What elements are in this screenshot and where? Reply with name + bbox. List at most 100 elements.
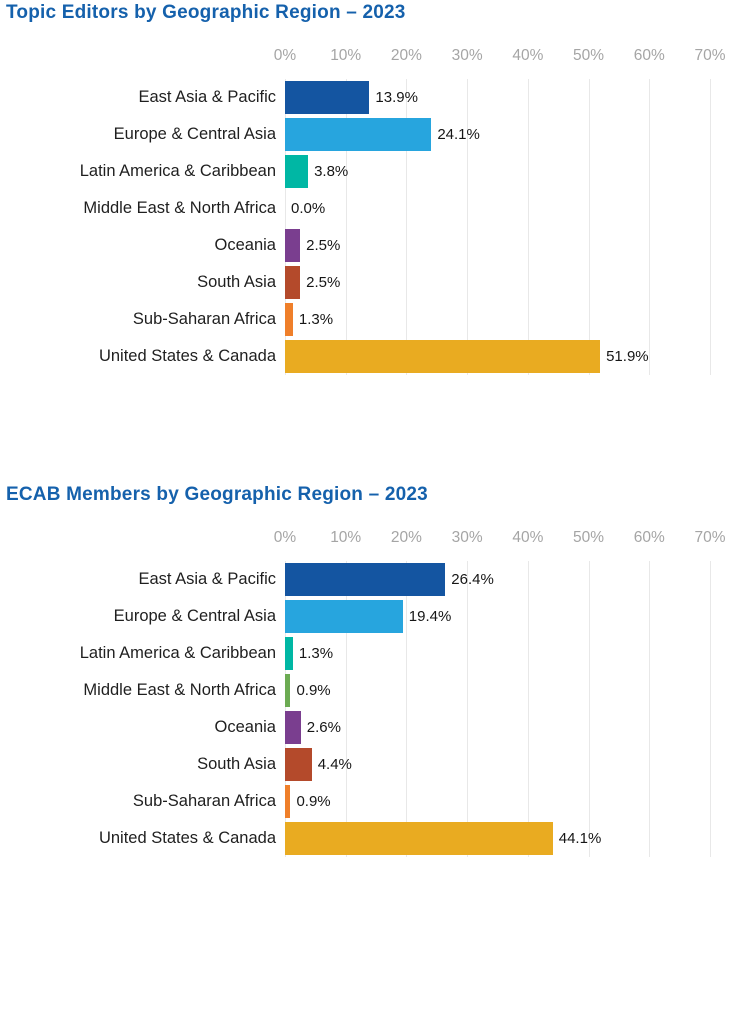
- gridline: [345, 561, 347, 857]
- row-plot: 24.1%: [285, 116, 710, 153]
- category-label: Middle East & North Africa: [83, 681, 276, 699]
- axis-spacer: [6, 529, 285, 548]
- bar-rows: East Asia & Pacific 26.4% Europe & Central…: [6, 561, 710, 857]
- row-plot: 0.9%: [285, 783, 710, 820]
- row-plot: 1.3%: [285, 301, 710, 338]
- row-plot: 44.1%: [285, 820, 710, 857]
- bar: [285, 303, 293, 336]
- chart-body: 0% 10% 20% 30% 40% 50% 60% 70% East Asia & Paci…: [6, 47, 726, 375]
- chart-row: Sub-Saharan Africa 1.3%: [6, 301, 710, 338]
- bar: [285, 748, 312, 781]
- bar-value-label: 3.8%: [314, 163, 349, 180]
- chart-row: Europe & Central Asia 24.1%: [6, 116, 710, 153]
- page: Topic Editors by Geographic Region – 202…: [6, 2, 739, 857]
- category-label: South Asia: [197, 273, 276, 291]
- bar: [285, 118, 432, 151]
- bar: [285, 785, 291, 818]
- plot-area: East Asia & Pacific 13.9% Europe & Central…: [6, 79, 711, 375]
- bar-value-label: 13.9%: [375, 89, 418, 106]
- chart-row: United States & Canada 51.9%: [6, 338, 710, 375]
- row-plot: 0.9%: [285, 672, 710, 709]
- chart-row: Oceania 2.5%: [6, 227, 710, 264]
- category-label: Sub-Saharan Africa: [132, 792, 276, 810]
- gridline-overlay: [285, 79, 711, 375]
- bar-value-label: 2.6%: [306, 719, 341, 736]
- row-plot: 2.6%: [285, 709, 710, 746]
- bar-value-label: 1.3%: [298, 311, 334, 328]
- bar-value-label: 51.9%: [606, 348, 649, 365]
- x-tick-label: 0%: [273, 529, 297, 546]
- bar: [285, 600, 403, 633]
- chart-topic-editors: Topic Editors by Geographic Region – 202…: [6, 2, 739, 375]
- category-label: Europe & Central Asia: [113, 607, 276, 625]
- gridline: [527, 79, 529, 375]
- bar-value-label: 19.4%: [408, 608, 452, 625]
- gridline: [406, 79, 408, 375]
- gridline: [406, 561, 408, 857]
- x-tick-label: 60%: [633, 529, 665, 546]
- chart-row: East Asia & Pacific 13.9%: [6, 79, 710, 116]
- gridline: [588, 561, 590, 857]
- x-axis-tick-area: 0% 10% 20% 30% 40% 50% 60% 70%: [274, 529, 726, 548]
- row-plot: 51.9%: [285, 338, 710, 375]
- category-label: Middle East & North Africa: [83, 199, 276, 217]
- chart-row: Europe & Central Asia 19.4%: [6, 598, 710, 635]
- x-tick-label: 50%: [573, 529, 605, 546]
- x-tick-label: 30%: [451, 529, 483, 546]
- bar: [285, 563, 446, 596]
- x-tick-label: 10%: [330, 47, 362, 64]
- gridline: [710, 561, 711, 857]
- category-label: East Asia & Pacific: [138, 88, 276, 106]
- x-tick-label: 40%: [512, 529, 544, 546]
- category-label: Sub-Saharan Africa: [132, 310, 276, 328]
- chart-body: 0% 10% 20% 30% 40% 50% 60% 70% East Asia & Paci…: [6, 529, 726, 857]
- gridline: [345, 79, 347, 375]
- chart-row: Sub-Saharan Africa 0.9%: [6, 783, 710, 820]
- chart-title: Topic Editors by Geographic Region – 202…: [6, 2, 406, 23]
- x-axis: 0% 10% 20% 30% 40% 50% 60% 70%: [6, 529, 726, 548]
- chart-ecab-members: ECAB Members by Geographic Region – 2023…: [6, 484, 739, 857]
- chart-row: Oceania 2.6%: [6, 709, 710, 746]
- bar-value-label: 2.5%: [306, 237, 341, 254]
- gridline: [649, 561, 651, 857]
- chart-row: South Asia 2.5%: [6, 264, 710, 301]
- bar: [285, 822, 553, 855]
- gridline: [588, 79, 590, 375]
- gridline: [527, 561, 529, 857]
- x-tick-label: 20%: [390, 47, 422, 64]
- bar: [285, 674, 291, 707]
- x-tick-label: 10%: [330, 529, 362, 546]
- x-tick-label: 20%: [390, 529, 422, 546]
- bar-value-label: 4.4%: [317, 756, 352, 773]
- bar: [285, 637, 293, 670]
- x-tick-label: 50%: [573, 47, 605, 64]
- bar-value-label: 44.1%: [558, 830, 602, 847]
- bar-value-label: 24.1%: [437, 126, 480, 143]
- category-label: Latin America & Caribbean: [79, 644, 276, 662]
- row-plot: 2.5%: [285, 227, 710, 264]
- row-plot: 13.9%: [285, 79, 710, 116]
- row-plot: 0.0%: [285, 190, 710, 227]
- bar-value-label: 1.3%: [298, 645, 334, 662]
- category-label: South Asia: [197, 755, 276, 773]
- x-tick-label: 60%: [633, 47, 665, 64]
- x-tick-label: 70%: [694, 47, 726, 64]
- bar: [285, 340, 601, 373]
- chart-row: United States & Canada 44.1%: [6, 820, 710, 857]
- bar: [285, 266, 301, 299]
- bar-value-label: 0.9%: [296, 793, 331, 810]
- category-label: United States & Canada: [98, 829, 276, 847]
- x-axis: 0% 10% 20% 30% 40% 50% 60% 70%: [6, 47, 726, 66]
- category-label: Latin America & Caribbean: [79, 162, 276, 180]
- category-label: Oceania: [214, 718, 276, 736]
- row-plot: 26.4%: [285, 561, 710, 598]
- chart-title: ECAB Members by Geographic Region – 2023: [6, 484, 428, 505]
- x-tick-label: 40%: [512, 47, 544, 64]
- x-tick-label: 30%: [451, 47, 483, 64]
- chart-row: Latin America & Caribbean 3.8%: [6, 153, 710, 190]
- plot-area: East Asia & Pacific 26.4% Europe & Central…: [6, 561, 711, 857]
- bar: [285, 81, 370, 114]
- gridline: [467, 561, 469, 857]
- row-plot: 4.4%: [285, 746, 710, 783]
- bar-value-label: 0.0%: [291, 200, 326, 217]
